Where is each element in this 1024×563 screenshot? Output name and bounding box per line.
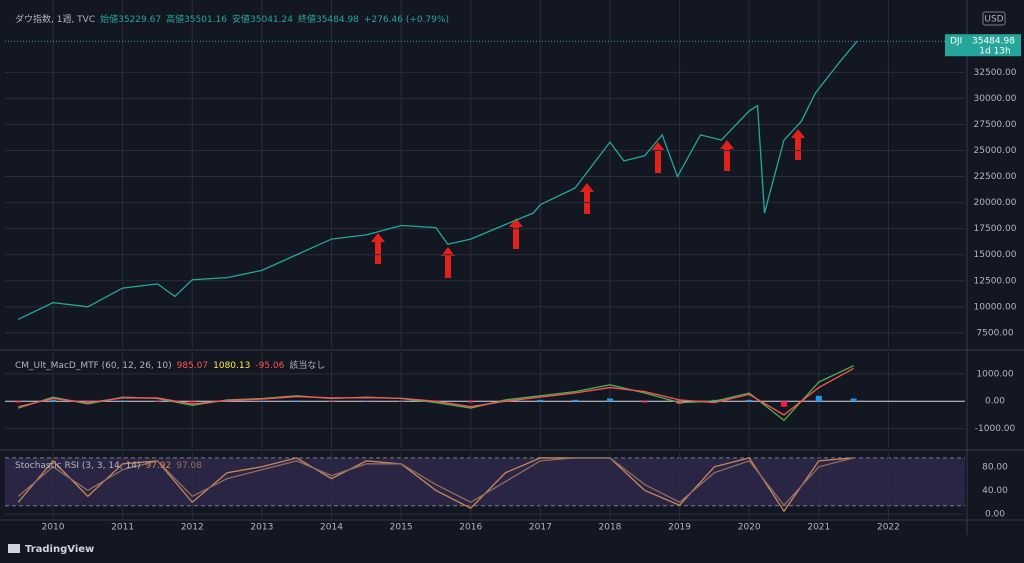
price-tag-bg bbox=[945, 34, 1021, 57]
y-tick-label: -1000.00 bbox=[975, 424, 1016, 434]
legend-item: -95.06 bbox=[255, 361, 284, 371]
x-tick-label: 2013 bbox=[250, 523, 273, 533]
price-tag-time: 1d 13h bbox=[979, 47, 1010, 57]
y-tick-label: 12500.00 bbox=[974, 276, 1017, 286]
x-tick-label: 2015 bbox=[390, 523, 413, 533]
x-tick-label: 2021 bbox=[807, 523, 830, 533]
histogram-bar bbox=[641, 401, 648, 403]
histogram-bar bbox=[432, 401, 439, 403]
y-tick-label: 25000.00 bbox=[974, 146, 1017, 156]
legend-item: 終値35484.98 bbox=[298, 13, 359, 25]
arrow bbox=[580, 183, 594, 214]
y-tick-label: 32500.00 bbox=[974, 68, 1017, 78]
currency-box bbox=[982, 11, 1006, 26]
histogram-bar bbox=[154, 401, 161, 402]
y-tick-label: 1000.00 bbox=[976, 369, 1013, 379]
histogram-bar bbox=[850, 398, 857, 402]
histogram-bar bbox=[572, 399, 579, 402]
histogram-bar bbox=[815, 395, 822, 402]
y-tick-label: 7500.00 bbox=[976, 328, 1013, 338]
y-tick-label: 40.00 bbox=[982, 486, 1008, 496]
legend: CM_Ult_MacD_MTF (60, 12, 26, 10) 985.07 10… bbox=[15, 359, 325, 371]
x-tick-label: 2016 bbox=[459, 523, 482, 533]
legend-item: Stochastic RSI (3, 3, 14, 14) bbox=[15, 461, 140, 471]
y-tick-label: 17500.00 bbox=[974, 224, 1017, 234]
histogram-bar bbox=[537, 399, 544, 402]
logo-icon bbox=[8, 544, 20, 553]
x-tick-label: 2014 bbox=[320, 523, 343, 533]
logo bbox=[8, 544, 20, 553]
legend-item: ダウ指数, 1週, TVC bbox=[15, 13, 95, 25]
currency: USD bbox=[984, 15, 1003, 25]
x-tick-label: 2011 bbox=[111, 523, 134, 533]
series-line bbox=[17, 457, 854, 507]
y-tick-label: 20000.00 bbox=[974, 198, 1017, 208]
arrow bbox=[791, 129, 805, 160]
histogram-bar bbox=[363, 400, 370, 402]
legend-item: 97.08 bbox=[176, 461, 202, 471]
legend-item: +276.46 (+0.79%) bbox=[364, 15, 449, 25]
legend-item: CM_Ult_MacD_MTF (60, 12, 26, 10) bbox=[15, 361, 172, 371]
y-tick-label: 0.00 bbox=[985, 510, 1005, 520]
arrow bbox=[651, 142, 665, 173]
x-tick-label: 2022 bbox=[877, 523, 900, 533]
histogram-bar bbox=[711, 399, 718, 402]
y-tick-label: 0.00 bbox=[985, 397, 1005, 407]
histogram-bar bbox=[15, 401, 22, 403]
histogram-bar bbox=[50, 399, 57, 402]
series-line bbox=[17, 40, 858, 320]
legend-item: 該当なし bbox=[289, 359, 325, 371]
legend: ダウ指数, 1週, TVC 始値35229.67 高値35501.16 安値35041… bbox=[15, 13, 449, 25]
price-tag-value: 35484.98 bbox=[972, 37, 1015, 47]
x-tick-label: 2019 bbox=[668, 523, 691, 533]
y-tick-label: 10000.00 bbox=[974, 302, 1017, 312]
legend-item: 高値35501.16 bbox=[166, 13, 227, 25]
x-tick-label: 2017 bbox=[529, 523, 552, 533]
histogram-bar bbox=[189, 401, 196, 403]
price-tag: DJI bbox=[950, 37, 962, 47]
x-tick-label: 2018 bbox=[599, 523, 622, 533]
footer-brand: TradingView bbox=[25, 544, 94, 555]
legend-item: 97.92 bbox=[145, 461, 171, 471]
histogram-bar bbox=[746, 399, 753, 402]
histogram-bar bbox=[84, 401, 91, 403]
histogram-bar bbox=[502, 399, 509, 402]
series-line bbox=[18, 367, 854, 416]
arrow bbox=[371, 233, 385, 264]
x-tick-label: 2020 bbox=[738, 523, 761, 533]
legend-item: 1080.13 bbox=[213, 361, 250, 371]
legend-item: 安値35041.24 bbox=[232, 13, 293, 25]
y-tick-label: 22500.00 bbox=[974, 172, 1017, 182]
histogram-bar bbox=[293, 400, 300, 402]
x-tick-label: 2012 bbox=[181, 523, 204, 533]
histogram-bar bbox=[328, 401, 335, 402]
y-tick-label: 80.00 bbox=[982, 462, 1008, 472]
y-tick-label: 15000.00 bbox=[974, 250, 1017, 260]
arrow bbox=[509, 218, 523, 249]
histogram-bar bbox=[606, 398, 613, 402]
histogram-bar bbox=[258, 400, 265, 402]
legend-item: 始値35229.67 bbox=[100, 13, 161, 25]
x-tick-label: 2010 bbox=[42, 523, 65, 533]
legend-item: 985.07 bbox=[177, 361, 209, 371]
histogram-bar bbox=[467, 401, 474, 403]
y-tick-label: 27500.00 bbox=[974, 120, 1017, 130]
y-tick-label: 30000.00 bbox=[974, 94, 1017, 104]
legend: Stochastic RSI (3, 3, 14, 14) 97.92 97.08 bbox=[15, 461, 202, 471]
histogram-bar bbox=[780, 401, 787, 407]
arrow bbox=[720, 140, 734, 171]
histogram-bar bbox=[119, 400, 126, 402]
